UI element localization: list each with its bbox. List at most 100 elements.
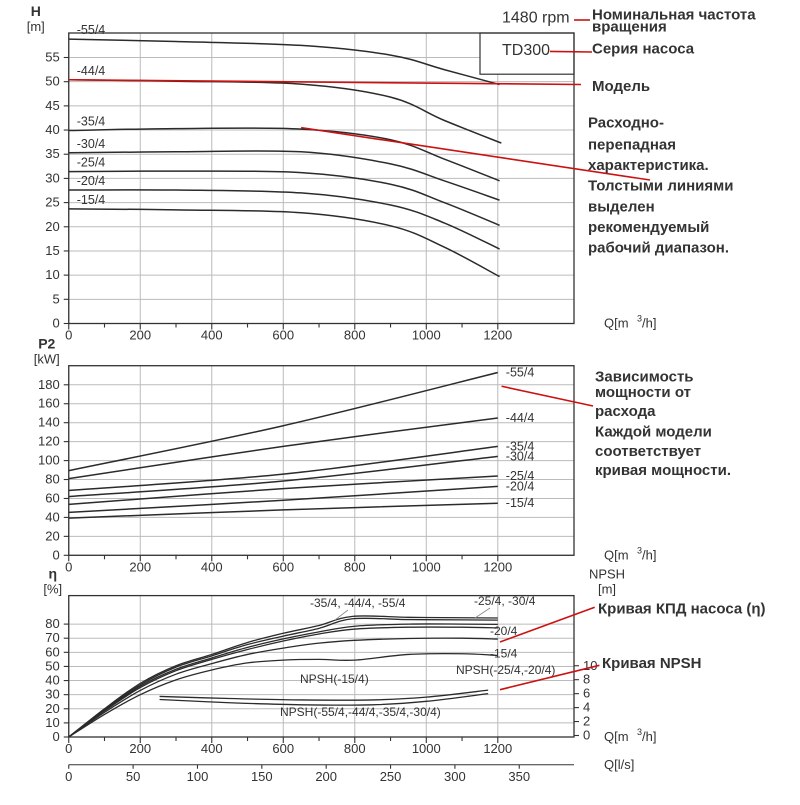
svg-text:50: 50: [45, 658, 59, 673]
svg-text:10: 10: [45, 267, 59, 282]
svg-text:10: 10: [583, 658, 597, 673]
svg-text:/h]: /h]: [642, 729, 656, 744]
svg-text:15: 15: [45, 243, 59, 258]
svg-text:-15/4: -15/4: [77, 193, 106, 207]
svg-text:5: 5: [53, 291, 60, 306]
svg-text:Толстыми линиями: Толстыми линиями: [588, 178, 733, 195]
svg-text:[m]: [m]: [27, 19, 45, 34]
svg-text:Расходно-: Расходно-: [588, 115, 664, 132]
svg-text:80: 80: [45, 472, 59, 487]
svg-text:40: 40: [45, 673, 59, 688]
svg-text:P2: P2: [38, 336, 55, 352]
svg-text:180: 180: [38, 377, 60, 392]
svg-text:-20/4: -20/4: [506, 479, 535, 493]
svg-text:2: 2: [583, 714, 590, 729]
svg-text:0: 0: [65, 741, 72, 756]
svg-text:60: 60: [45, 644, 59, 659]
svg-text:[kW]: [kW]: [34, 352, 60, 367]
svg-text:[%]: [%]: [43, 582, 62, 597]
svg-text:0: 0: [65, 328, 72, 343]
svg-text:4: 4: [583, 700, 590, 715]
svg-text:-15/4: -15/4: [506, 496, 535, 510]
svg-text:-35/4: -35/4: [77, 115, 106, 129]
svg-text:характеристика.: характеристика.: [588, 157, 709, 174]
svg-text:-25/4: -25/4: [77, 156, 106, 170]
svg-text:0: 0: [65, 559, 72, 574]
svg-text:120: 120: [38, 434, 60, 449]
svg-text:Кривая КПД насоса (η): Кривая КПД насоса (η): [598, 600, 766, 617]
svg-text:[m]: [m]: [598, 582, 616, 597]
svg-text:0: 0: [583, 728, 590, 743]
svg-text:-44/4: -44/4: [506, 411, 535, 425]
svg-text:45: 45: [45, 98, 59, 113]
svg-text:-20/4: -20/4: [77, 174, 106, 188]
svg-text:1000: 1000: [412, 559, 441, 574]
svg-text:600: 600: [272, 741, 294, 756]
svg-text:30: 30: [45, 687, 59, 702]
svg-text:30: 30: [45, 170, 59, 185]
svg-text:соответствует: соответствует: [595, 443, 701, 460]
svg-text:-44/4: -44/4: [77, 64, 106, 78]
svg-text:Q[m: Q[m: [604, 729, 629, 744]
svg-text:мощности от: мощности от: [595, 384, 691, 401]
svg-text:20: 20: [45, 701, 59, 716]
svg-text:600: 600: [272, 559, 294, 574]
svg-text:200: 200: [129, 328, 151, 343]
svg-text:100: 100: [38, 453, 60, 468]
svg-text:250: 250: [380, 769, 402, 784]
svg-text:кривая мощности.: кривая мощности.: [595, 462, 731, 479]
svg-text:400: 400: [201, 328, 223, 343]
svg-text:25: 25: [45, 195, 59, 210]
svg-text:H: H: [31, 3, 41, 19]
svg-text:400: 400: [201, 559, 223, 574]
svg-text:600: 600: [272, 328, 294, 343]
svg-text:70: 70: [45, 630, 59, 645]
svg-text:-15/4: -15/4: [490, 647, 518, 661]
svg-text:выделен: выделен: [588, 198, 655, 215]
svg-text:800: 800: [344, 559, 366, 574]
svg-text:-30/4: -30/4: [77, 137, 106, 151]
svg-text:1200: 1200: [483, 559, 512, 574]
svg-text:140: 140: [38, 415, 60, 430]
svg-text:0: 0: [53, 729, 60, 744]
svg-text:80: 80: [45, 616, 59, 631]
svg-text:350: 350: [508, 769, 530, 784]
svg-text:Q[l/s]: Q[l/s]: [604, 757, 634, 772]
svg-text:1000: 1000: [412, 328, 441, 343]
svg-text:0: 0: [53, 316, 60, 331]
svg-text:рекомендуемый: рекомендуемый: [588, 219, 709, 236]
svg-text:-55/4: -55/4: [506, 365, 535, 379]
svg-text:-25/4, -30/4: -25/4, -30/4: [474, 594, 536, 608]
svg-text:Q[m: Q[m: [604, 316, 629, 331]
svg-text:Кривая NPSH: Кривая NPSH: [602, 655, 702, 672]
svg-text:40: 40: [45, 122, 59, 137]
svg-text:0: 0: [65, 769, 72, 784]
svg-text:20: 20: [45, 219, 59, 234]
svg-text:η: η: [48, 566, 57, 582]
svg-text:-30/4: -30/4: [506, 449, 535, 463]
svg-text:расхода: расхода: [595, 403, 656, 420]
svg-text:Q[m: Q[m: [604, 547, 629, 562]
svg-text:NPSH: NPSH: [589, 567, 625, 582]
svg-text:Каждой модели: Каждой модели: [595, 424, 712, 441]
svg-text:60: 60: [45, 490, 59, 505]
svg-text:800: 800: [344, 328, 366, 343]
svg-text:800: 800: [344, 741, 366, 756]
svg-text:0: 0: [53, 547, 60, 562]
svg-text:Серия насоса: Серия насоса: [592, 41, 695, 58]
svg-text:TD300: TD300: [502, 42, 550, 59]
svg-text:-35/4, -44/4, -55/4: -35/4, -44/4, -55/4: [310, 596, 406, 610]
svg-text:50: 50: [45, 74, 59, 89]
svg-text:Модель: Модель: [592, 78, 650, 95]
svg-text:100: 100: [187, 769, 209, 784]
svg-text:8: 8: [583, 672, 590, 687]
svg-text:NPSH(-25/4,-20/4): NPSH(-25/4,-20/4): [456, 663, 555, 677]
svg-text:200: 200: [129, 559, 151, 574]
svg-text:-20/4: -20/4: [490, 624, 518, 638]
svg-text:1000: 1000: [412, 741, 441, 756]
svg-text:300: 300: [444, 769, 466, 784]
svg-text:200: 200: [315, 769, 337, 784]
svg-text:55: 55: [45, 50, 59, 65]
svg-text:-55/4: -55/4: [77, 23, 106, 37]
svg-text:/h]: /h]: [642, 547, 656, 562]
